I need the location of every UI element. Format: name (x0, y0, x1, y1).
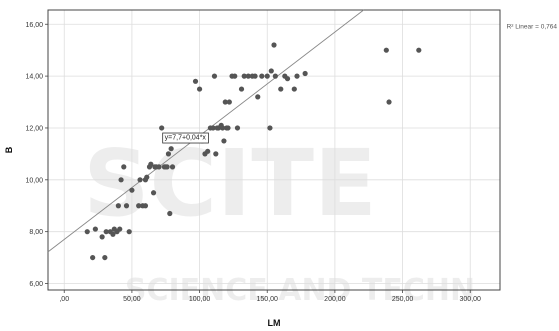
data-point (168, 146, 174, 152)
data-point (302, 70, 308, 77)
data-point (165, 151, 172, 157)
data-point (221, 138, 227, 144)
y-tick-label: 6,00 (29, 281, 43, 288)
x-tick-label: ,00 (59, 296, 69, 303)
data-point (278, 86, 284, 92)
data-point (92, 226, 98, 232)
plot-frame (47, 9, 501, 291)
data-point (291, 86, 297, 92)
data-point (271, 42, 277, 48)
data-point (136, 203, 142, 209)
y-tick-label: 10,00 (25, 177, 43, 184)
data-point (416, 47, 422, 53)
data-point (99, 234, 105, 240)
data-point (121, 164, 127, 170)
data-point (294, 73, 300, 79)
data-point (123, 203, 130, 209)
data-point (205, 148, 211, 154)
data-point (238, 86, 245, 92)
data-point (267, 125, 273, 131)
data-point (150, 190, 157, 196)
y-tick-label: 8,00 (29, 229, 43, 236)
data-point (115, 203, 121, 209)
x-tick-label: 200,00 (324, 296, 346, 303)
data-point (90, 254, 96, 261)
fit-equation-label: y=7,7+0,04*x (165, 135, 207, 142)
data-point (102, 254, 108, 261)
x-tick-label: 250,00 (392, 296, 414, 303)
data-point (255, 94, 261, 100)
data-point (144, 174, 150, 180)
data-point (110, 231, 116, 237)
y-tick-label: 16,00 (25, 22, 43, 29)
data-point (156, 164, 162, 170)
axis-ticks: ,00 50,00 100,00 150,00 200,00 250,00 300,00 6,… (25, 22, 481, 303)
data-point (159, 125, 165, 131)
data-point (192, 78, 199, 84)
data-point (126, 229, 132, 235)
data-point (169, 164, 176, 170)
data-point (268, 68, 274, 74)
x-axis-title: LM (268, 318, 281, 328)
data-point (259, 73, 265, 79)
data-points (84, 42, 422, 261)
data-point (118, 177, 124, 183)
data-point (386, 99, 392, 105)
data-point (234, 125, 241, 131)
y-axis-title: B (4, 146, 14, 153)
data-point (222, 99, 228, 105)
data-point (167, 210, 173, 217)
data-point (226, 99, 232, 105)
fit-equation-box: y=7,7+0,04*x (162, 132, 209, 144)
y-tick-label: 12,00 (25, 125, 43, 132)
data-point (137, 177, 143, 183)
data-point (211, 73, 218, 79)
data-point (252, 73, 258, 79)
x-tick-label: 300,00 (460, 296, 482, 303)
data-point (383, 47, 389, 53)
data-point (225, 125, 231, 131)
y-tick-label: 14,00 (25, 74, 43, 81)
watermark-logo-text: SCITE (83, 130, 377, 237)
x-tick-label: 100,00 (189, 296, 211, 303)
data-point (284, 76, 291, 82)
data-point (142, 203, 149, 209)
data-point (196, 86, 203, 92)
x-tick-label: 150,00 (257, 296, 279, 303)
fit-line (47, 9, 364, 253)
data-point (272, 73, 278, 79)
data-point (103, 229, 109, 235)
data-point (129, 187, 135, 193)
data-point (232, 73, 238, 79)
data-point (117, 226, 123, 232)
data-point (148, 161, 154, 167)
watermark: SCITE SCIENCE AND TECHN (83, 130, 475, 308)
data-point (219, 125, 226, 131)
data-point (213, 151, 219, 157)
data-point (164, 164, 170, 170)
data-point (241, 73, 247, 79)
r-squared-label: R² Linear = 0,764 (507, 23, 558, 30)
data-point (84, 229, 90, 235)
grid (48, 10, 500, 290)
x-tick-label: 50,00 (123, 296, 141, 303)
data-point (264, 73, 270, 79)
data-point (210, 125, 216, 131)
data-point (245, 73, 251, 79)
